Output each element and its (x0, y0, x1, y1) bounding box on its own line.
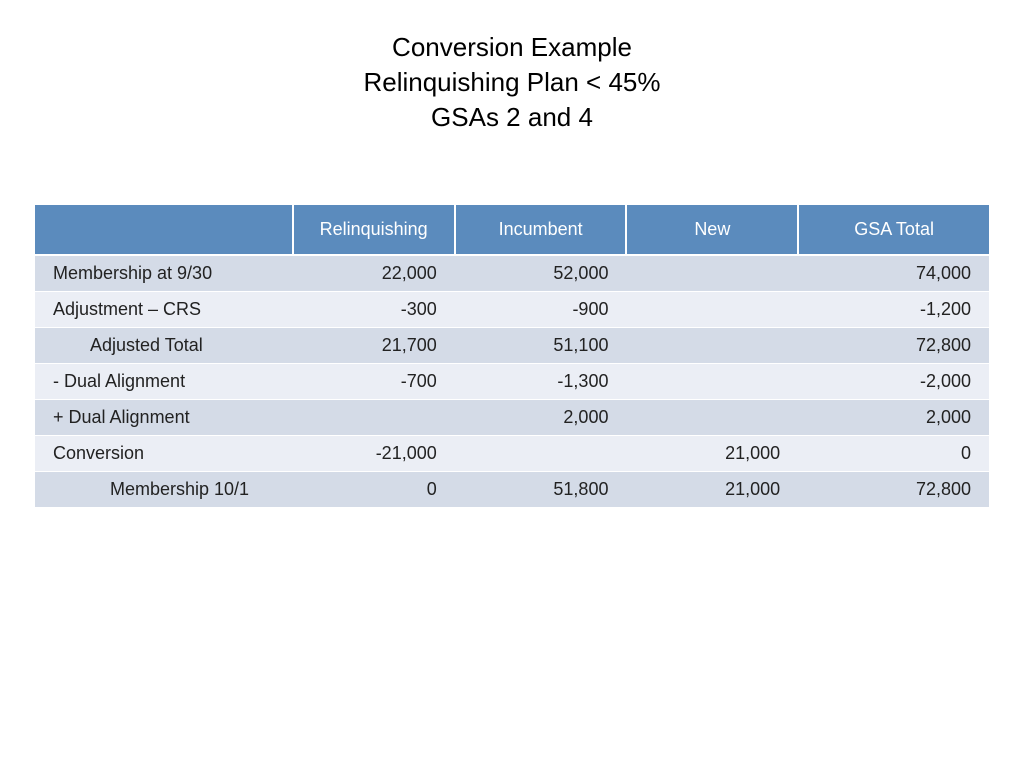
table-row: Adjusted Total21,70051,100 72,800 (35, 328, 989, 364)
row-label: Conversion (35, 436, 293, 472)
table-container: Relinquishing Incumbent New GSA Total Me… (0, 205, 1024, 508)
table-row: Adjustment – CRS-300-900 -1,200 (35, 292, 989, 328)
cell-value (626, 255, 798, 292)
cell-value: 2,000 (455, 400, 627, 436)
cell-value: -300 (293, 292, 455, 328)
cell-value: 0 (293, 472, 455, 508)
cell-value (626, 292, 798, 328)
cell-value: 51,100 (455, 328, 627, 364)
cell-value: 72,800 (798, 472, 989, 508)
cell-value: -900 (455, 292, 627, 328)
row-label: - Dual Alignment (35, 364, 293, 400)
cell-value: -1,200 (798, 292, 989, 328)
cell-value: 21,000 (626, 436, 798, 472)
row-label: Membership 10/1 (35, 472, 293, 508)
cell-value: 74,000 (798, 255, 989, 292)
cell-value: 22,000 (293, 255, 455, 292)
cell-value (626, 328, 798, 364)
title-line-1: Conversion Example (0, 30, 1024, 65)
table-header-row: Relinquishing Incumbent New GSA Total (35, 205, 989, 255)
col-header-relinquishing: Relinquishing (293, 205, 455, 255)
cell-value (455, 436, 627, 472)
table-body: Membership at 9/3022,00052,00074,000Adju… (35, 255, 989, 508)
cell-value: -700 (293, 364, 455, 400)
row-label: + Dual Alignment (35, 400, 293, 436)
cell-value: -1,300 (455, 364, 627, 400)
cell-value: 72,800 (798, 328, 989, 364)
title-line-3: GSAs 2 and 4 (0, 100, 1024, 135)
cell-value: 52,000 (455, 255, 627, 292)
table-row: - Dual Alignment-700-1,300 -2,000 (35, 364, 989, 400)
row-label: Membership at 9/30 (35, 255, 293, 292)
row-label: Adjusted Total (35, 328, 293, 364)
col-header-incumbent: Incumbent (455, 205, 627, 255)
cell-value: 21,000 (626, 472, 798, 508)
cell-value (626, 364, 798, 400)
table-row: Membership 10/1051,80021,00072,800 (35, 472, 989, 508)
table-row: + Dual Alignment 2,000 2,000 (35, 400, 989, 436)
cell-value: -2,000 (798, 364, 989, 400)
cell-value: 2,000 (798, 400, 989, 436)
cell-value (626, 400, 798, 436)
cell-value: 21,700 (293, 328, 455, 364)
col-header-new: New (626, 205, 798, 255)
col-header-gsa-total: GSA Total (798, 205, 989, 255)
cell-value (293, 400, 455, 436)
cell-value: 0 (798, 436, 989, 472)
cell-value: 51,800 (455, 472, 627, 508)
col-header-blank (35, 205, 293, 255)
table-row: Membership at 9/3022,00052,000 74,000 (35, 255, 989, 292)
table-row: Conversion-21,000 21,0000 (35, 436, 989, 472)
title-block: Conversion Example Relinquishing Plan < … (0, 0, 1024, 205)
title-line-2: Relinquishing Plan < 45% (0, 65, 1024, 100)
cell-value: -21,000 (293, 436, 455, 472)
row-label: Adjustment – CRS (35, 292, 293, 328)
conversion-table: Relinquishing Incumbent New GSA Total Me… (35, 205, 989, 508)
